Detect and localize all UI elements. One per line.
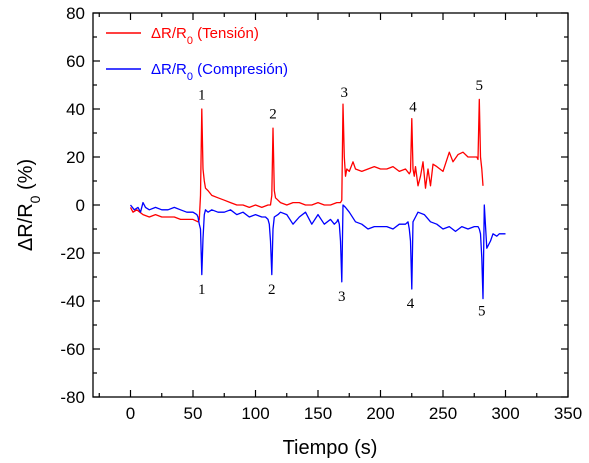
series-layer [129,98,506,300]
plot-axes: 0 50 100 150 200 250 300 350 -80 -60 -40 -20 0 20 40 60… [60,4,582,423]
peak-label: 2 [269,107,277,123]
x-tick-label: 50 [184,404,203,423]
series-line-compression [129,201,506,300]
peak-label: 2 [268,282,276,298]
y-tick-label: 80 [66,4,85,23]
y-tick-label: -40 [60,292,85,311]
peak-label: 4 [409,99,417,115]
peak-annotations: 1 2 3 4 5 1 2 3 4 5 [198,78,486,320]
y-tick-label: -60 [60,340,85,359]
legend-label-compression: ΔR/R0 (Compresión) [151,61,288,83]
y-tick-label: -80 [60,388,85,407]
x-tick-label: 0 [126,404,135,423]
y-tick-label: -20 [60,244,85,263]
x-tick-label: 100 [241,404,269,423]
x-tick-label: 150 [304,404,332,423]
y-tick-label: 20 [66,148,85,167]
x-tick-label: 200 [366,404,394,423]
x-tick-label: 250 [429,404,457,423]
y-axis-title: ΔR/R0 (%) [15,159,43,251]
x-axis-title: Tiempo (s) [283,437,378,459]
series-line-tension [129,98,484,223]
y-tick-label: 60 [66,52,85,71]
peak-label: 3 [341,85,349,101]
peak-label: 5 [478,303,486,319]
peak-label: 4 [407,296,415,312]
x-tick-label: 300 [491,404,519,423]
peak-label: 5 [476,78,484,94]
peak-label: 3 [338,289,346,305]
x-tick-label: 350 [554,404,582,423]
peak-label: 1 [198,282,206,298]
legend: ΔR/R0 (Tensión) ΔR/R0 (Compresión) [106,25,288,83]
peak-label: 1 [198,87,206,103]
legend-label-tension: ΔR/R0 (Tensión) [151,25,259,47]
y-axis-title-text: ΔR/R0 (%) [15,159,43,251]
y-tick-label: 40 [66,100,85,119]
y-tick-label: 0 [76,196,85,215]
